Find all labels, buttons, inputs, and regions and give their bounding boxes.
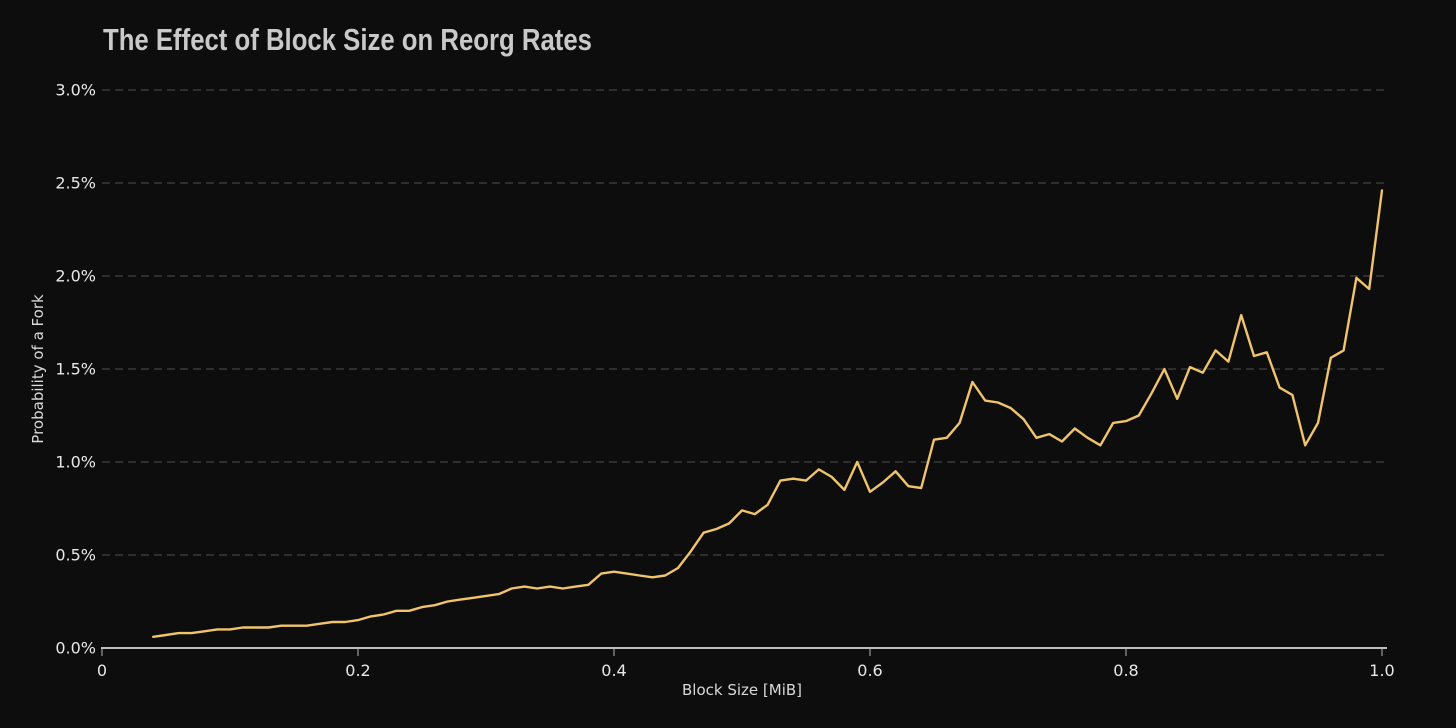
y-tick-label: 1.0% [55, 453, 96, 472]
chart-title: The Effect of Block Size on Reorg Rates [103, 22, 592, 57]
x-tick-label: 0.4 [601, 661, 626, 680]
x-axis-label: Block Size [MiB] [682, 681, 802, 699]
y-tick-label: 2.5% [55, 174, 96, 193]
y-tick-label: 1.5% [55, 360, 96, 379]
y-axis-label: Probability of a Fork [29, 294, 47, 444]
y-tick-label: 2.0% [55, 267, 96, 286]
data-line [151, 189, 1384, 638]
x-tick-label: 0.8 [1113, 661, 1138, 680]
x-tick-label: 0.6 [857, 661, 882, 680]
x-tick-label: 0.2 [345, 661, 370, 680]
y-tick-label: 0.0% [55, 639, 96, 658]
y-tick-label: 0.5% [55, 546, 96, 565]
y-tick-label: 3.0% [55, 81, 96, 100]
x-tick-label: 1.0 [1369, 661, 1394, 680]
x-tick-label: 0 [97, 661, 107, 680]
